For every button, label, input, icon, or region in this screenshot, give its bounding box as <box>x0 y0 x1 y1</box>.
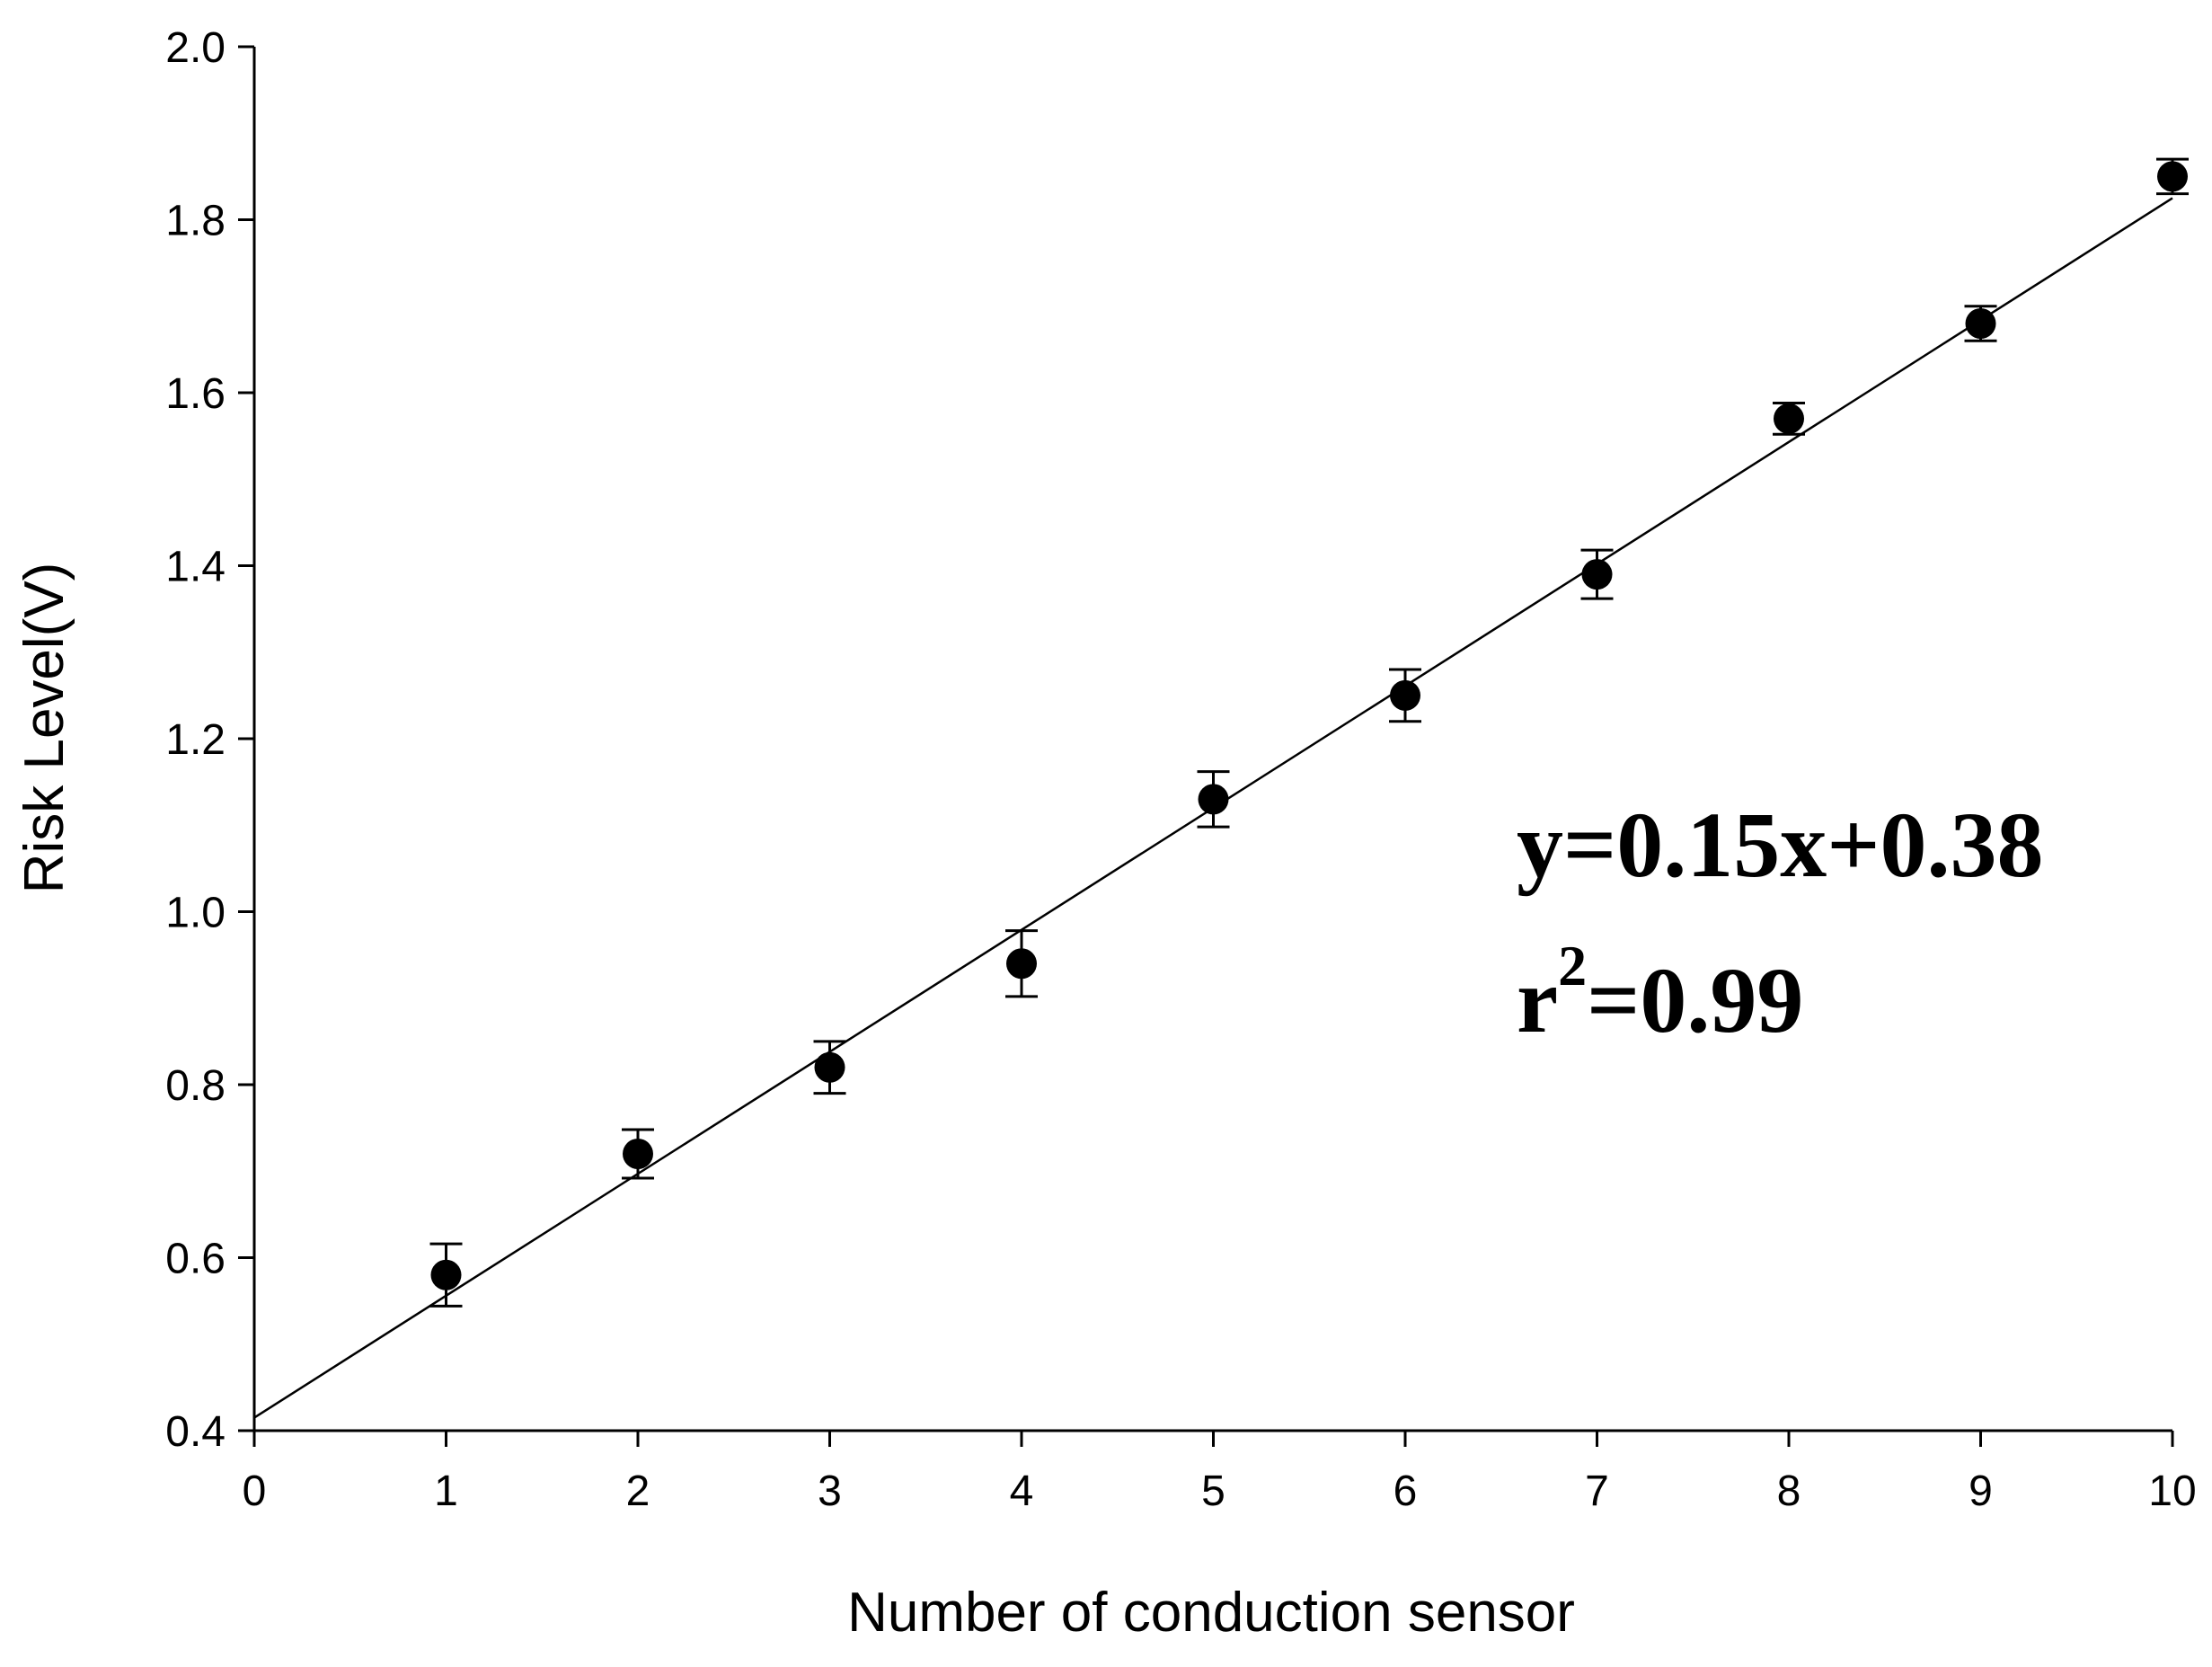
x-tick-label: 8 <box>1777 1467 1801 1515</box>
y-tick-label: 0.8 <box>165 1062 226 1110</box>
y-tick-label: 1.2 <box>165 716 226 764</box>
data-point <box>1965 308 1996 339</box>
x-tick-label: 9 <box>1969 1467 1993 1515</box>
r-squared-annotation: r2=0.99 <box>1517 934 1803 1052</box>
r-value: =0.99 <box>1587 949 1803 1052</box>
x-tick-label: 5 <box>1201 1467 1225 1515</box>
data-point <box>1006 948 1037 980</box>
data-point <box>430 1259 462 1290</box>
data-point <box>1198 784 1229 815</box>
y-tick-label: 1.4 <box>165 544 226 591</box>
data-point <box>1581 559 1613 590</box>
x-tick-label: 3 <box>818 1467 842 1515</box>
r-symbol: r <box>1517 949 1558 1052</box>
data-point <box>2157 161 2188 192</box>
y-tick-label: 1.6 <box>165 370 226 418</box>
data-point <box>1774 403 1804 434</box>
tick-labels: 0 1 2 3 4 5 6 7 8 9 10 0.4 0.6 0.8 1.0 1.2 1.4 1.6 1.8 2.0 <box>165 24 2196 1515</box>
data-point <box>1390 679 1420 711</box>
x-tick-label: 4 <box>1010 1467 1034 1515</box>
y-tick-label: 2.0 <box>165 24 226 72</box>
y-tick-label: 0.4 <box>165 1408 226 1456</box>
x-tick-label: 7 <box>1585 1467 1609 1515</box>
regression-equation: y=0.15x+0.38 <box>1517 794 2044 897</box>
x-tick-label: 1 <box>434 1467 458 1515</box>
y-tick-label: 1.8 <box>165 198 226 245</box>
x-tick-label: 10 <box>2148 1467 2196 1515</box>
r-exponent: 2 <box>1558 934 1587 998</box>
axes <box>238 45 2174 1447</box>
x-axis-title: Number of conduction sensor <box>847 1582 1575 1644</box>
x-tick-label: 0 <box>243 1467 267 1515</box>
y-tick-label: 1.0 <box>165 890 226 937</box>
x-tick-label: 6 <box>1394 1467 1418 1515</box>
data-point <box>623 1139 653 1169</box>
y-axis-title: Risk Level(V) <box>13 563 75 894</box>
data-points-layer <box>429 157 2189 1308</box>
y-tick-label: 0.6 <box>165 1236 226 1283</box>
data-point <box>814 1051 845 1083</box>
x-tick-label: 2 <box>626 1467 650 1515</box>
